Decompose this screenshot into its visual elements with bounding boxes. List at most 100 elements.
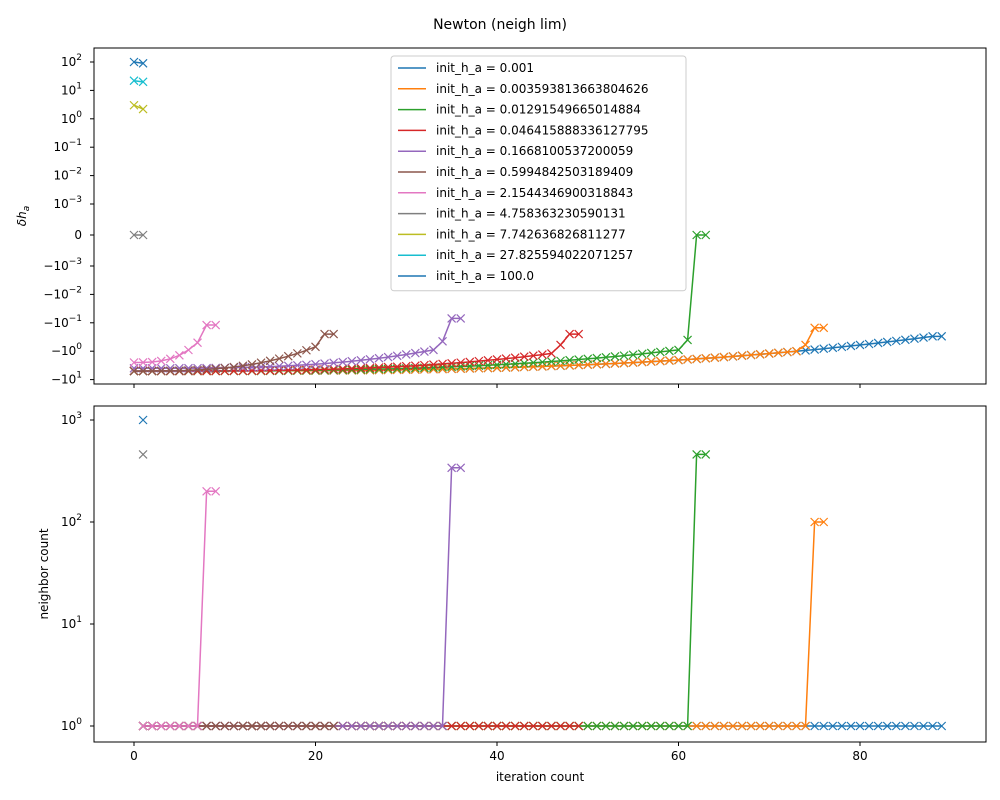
x-marker: [746, 350, 756, 360]
x-marker: [683, 335, 692, 345]
legend-label: init_h_a = 0.1668100537200059: [436, 144, 633, 158]
x-marker: [728, 351, 738, 361]
x-marker: [156, 366, 166, 376]
x-marker: [392, 351, 402, 361]
x-marker: [374, 364, 384, 374]
x-marker: [365, 363, 375, 373]
series-line: [143, 521, 824, 727]
y-tick-label: 103: [61, 411, 82, 427]
x-marker: [274, 361, 284, 371]
x-marker: [374, 721, 384, 731]
x-marker: [810, 517, 820, 527]
x-marker: [156, 356, 166, 366]
x-marker: [900, 335, 910, 345]
x-marker: [265, 356, 275, 366]
x-marker: [338, 721, 348, 731]
x-marker: [320, 329, 329, 339]
top-series-10: [129, 57, 148, 68]
x-marker: [519, 362, 529, 372]
x-marker: [873, 338, 883, 348]
legend: init_h_a = 0.001 init_h_a = 0.00359381366…: [390, 55, 687, 292]
bottom-series-7: [138, 449, 148, 459]
x-marker: [937, 331, 947, 341]
x-marker: [392, 721, 402, 731]
x-marker: [302, 345, 311, 355]
top-series-5: [129, 329, 339, 376]
x-marker: [674, 721, 683, 731]
legend-label: init_h_a = 2.1544346900318843: [436, 186, 633, 200]
x-marker: [637, 721, 647, 731]
x-marker: [274, 365, 284, 375]
x-marker: [610, 721, 620, 731]
x-tick-label: 20: [308, 749, 323, 763]
x-marker: [238, 721, 248, 731]
x-marker: [356, 363, 366, 373]
x-marker: [592, 353, 602, 363]
x-marker: [619, 351, 629, 361]
y-tick-label: 101: [61, 615, 82, 631]
x-marker: [283, 365, 293, 375]
x-marker: [819, 344, 829, 354]
x-marker: [356, 365, 366, 374]
x-marker: [265, 366, 275, 375]
x-marker: [329, 329, 339, 339]
x-marker: [737, 351, 747, 361]
x-marker: [864, 721, 874, 731]
x-marker: [782, 347, 792, 357]
x-marker: [710, 353, 720, 363]
x-marker: [347, 721, 357, 731]
x-marker: [547, 349, 556, 358]
x-marker: [329, 358, 339, 368]
x-marker: [701, 721, 711, 731]
x-marker: [419, 347, 429, 356]
x-marker: [374, 363, 384, 372]
x-marker: [447, 721, 457, 731]
x-marker: [646, 348, 656, 358]
x-marker: [129, 100, 139, 110]
x-marker: [510, 353, 520, 363]
y-tick-label: 100: [61, 717, 82, 733]
x-marker: [556, 721, 565, 731]
x-marker: [456, 313, 466, 323]
y-tick-label: 10−3: [53, 195, 82, 211]
x-marker: [910, 334, 919, 344]
top-axes-frame: [93, 47, 987, 385]
x-marker: [719, 352, 729, 362]
legend-label: init_h_a = 0.001: [436, 61, 534, 75]
legend-entry: init_h_a = 0.001: [398, 61, 534, 75]
top-x-ticks: [133, 384, 861, 388]
x-marker: [184, 365, 193, 375]
x-marker: [429, 345, 438, 355]
x-marker: [646, 357, 656, 367]
x-marker: [311, 359, 320, 369]
x-marker: [519, 721, 529, 731]
x-marker: [283, 351, 293, 361]
x-marker: [410, 721, 420, 731]
top-series-8: [129, 100, 148, 114]
x-marker: [338, 357, 348, 367]
legend-entry: init_h_a = 7.742636826811277: [398, 227, 626, 241]
x-marker: [528, 721, 538, 731]
x-marker: [184, 345, 193, 355]
x-marker: [601, 721, 611, 731]
x-marker: [801, 340, 810, 350]
x-marker: [646, 721, 656, 731]
x-marker: [674, 345, 683, 355]
x-marker: [665, 356, 674, 365]
x-marker: [701, 449, 711, 459]
legend-entry: init_h_a = 4.758363230590131: [398, 207, 626, 221]
x-marker: [138, 366, 148, 376]
x-marker: [900, 721, 910, 731]
x-marker: [891, 336, 901, 346]
x-marker: [928, 331, 938, 341]
x-marker: [156, 721, 166, 731]
y-tick-label: 101: [61, 81, 82, 97]
bottom-series-8: [138, 415, 148, 425]
top-series-9: [129, 76, 148, 87]
x-marker: [919, 721, 928, 731]
series-line: [143, 490, 216, 727]
x-marker: [129, 76, 139, 86]
x-marker: [810, 345, 820, 354]
top-panel: 102 101 100 10−1 10−2 10−3 0 −10−3 −10−2 −10−1 −10…: [15, 47, 987, 388]
x-marker: [764, 349, 774, 358]
